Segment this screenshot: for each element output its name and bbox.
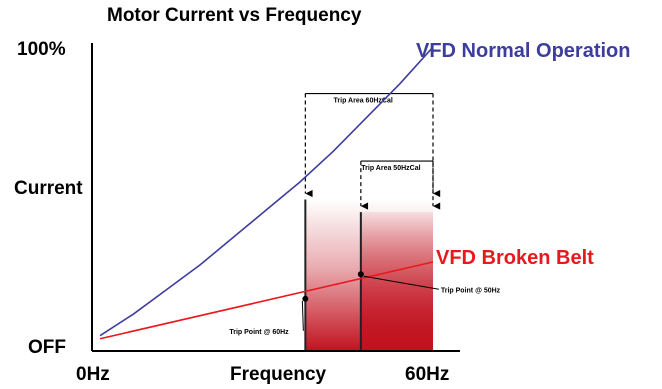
trip-zone-label: Trip Area 60HzCal [334,98,393,105]
trip-point-marker [357,271,364,278]
y-tick-label-max: 100% [17,39,66,60]
y-axis-label: Current [14,178,83,199]
trip-zones: Trip Area 60HzCal Trip Area 50HzCal [304,92,441,351]
series-line-normal [99,46,434,337]
trip-point-leader [301,300,304,331]
x-axis-label: Frequency [230,364,327,385]
x-tick-label-max: 60Hz [405,364,449,385]
trip-points: Trip Point @ 50Hz Trip Point @ 60Hz [229,271,501,336]
chart-title: Motor Current vs Frequency [107,5,362,26]
trip-point-marker [302,295,309,302]
trip-point-label: Trip Point @ 60Hz [229,329,289,336]
series-label-normal: VFD Normal Operation [416,40,630,62]
trip-point-leader [363,275,439,290]
trip-point-label: Trip Point @ 50Hz [441,287,501,294]
series [99,46,434,340]
series-label-broken-belt: VFD Broken Belt [436,247,594,269]
x-tick-label-min: 0Hz [76,364,110,385]
y-tick-label-min: OFF [28,337,66,358]
series-line-broken-belt [99,261,434,340]
trip-zone-label: Trip Area 50HzCal [361,165,420,172]
